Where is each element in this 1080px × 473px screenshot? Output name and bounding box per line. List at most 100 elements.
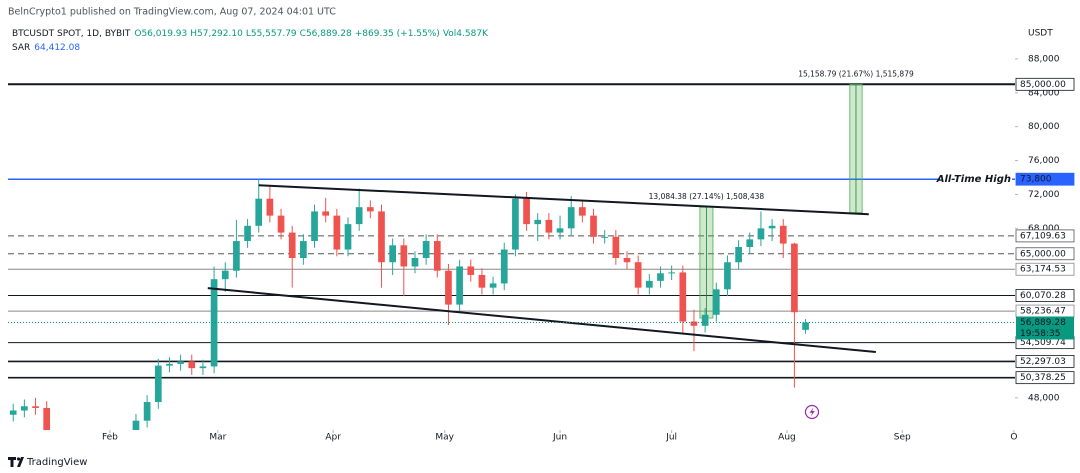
candle-body <box>32 406 39 408</box>
level-label: 58,236.47 <box>1020 307 1066 317</box>
candle-body <box>221 270 229 280</box>
y-tick-label: 68,000 <box>1028 224 1060 234</box>
candle-body <box>366 207 374 212</box>
candle-body <box>177 361 184 364</box>
candle-body <box>657 273 664 281</box>
candle-body <box>333 215 341 250</box>
candle-body <box>768 225 776 229</box>
level-label: 60,070.28 <box>1020 291 1066 301</box>
candle-body <box>534 219 542 225</box>
candle-body <box>277 215 285 233</box>
candle-body <box>433 241 441 271</box>
y-tick-label: 88,000 <box>1028 54 1060 64</box>
level-label: 63,174.53 <box>1020 265 1066 275</box>
ohlc-low: L55,557.79 <box>246 29 297 39</box>
candle-body <box>757 228 765 240</box>
candle-body <box>690 321 698 326</box>
level-annotation: All-Time High <box>936 174 1011 185</box>
candle-body <box>701 314 709 326</box>
x-tick-label: Mar <box>209 433 226 443</box>
x-tick-label: Aug <box>778 433 796 443</box>
level-label: 54,509.74 <box>1020 338 1066 348</box>
range-label: 15,158.79 (21.67%) 1,515,879 <box>798 69 914 78</box>
candle-body <box>266 198 274 216</box>
candle-body <box>154 365 162 403</box>
x-tick-label: May <box>435 433 454 443</box>
candle-body <box>411 258 419 267</box>
x-tick-label: Jul <box>665 433 677 443</box>
candle-body <box>791 243 798 313</box>
candle-body <box>255 198 263 226</box>
candle-body <box>623 258 631 263</box>
candle-body <box>545 219 553 233</box>
countdown: 19:58:35 <box>1020 329 1060 339</box>
level-label-box <box>1015 77 1075 91</box>
candle-body <box>311 211 318 242</box>
x-tick-label: Feb <box>102 433 118 443</box>
candle-body <box>456 266 463 305</box>
annotation-bg <box>940 172 1012 187</box>
level-label-box <box>1015 247 1075 261</box>
level-label-box <box>1015 262 1075 276</box>
level-label: 50,378.25 <box>1020 373 1066 383</box>
candle-body <box>601 236 609 238</box>
x-tick-label: Apr <box>325 433 341 443</box>
footer-logo: TradingView <box>8 457 87 468</box>
plot-pane <box>8 83 1015 430</box>
candle-body <box>355 207 363 225</box>
candle-body <box>478 274 486 288</box>
candle-body <box>746 239 754 247</box>
candle-body <box>802 322 809 330</box>
candle-body <box>612 236 620 259</box>
candle-body <box>288 232 296 259</box>
candle-body <box>21 406 28 411</box>
footer-brand: TradingView <box>26 457 87 468</box>
candle-body <box>322 211 330 216</box>
y-tick-label: 48,000 <box>1028 393 1060 403</box>
volume: Vol4.587K <box>443 29 489 39</box>
trendline <box>258 184 869 216</box>
last-price-label: 56,889.28 <box>1020 318 1066 328</box>
candle-body <box>590 215 597 237</box>
candle-body <box>489 283 497 288</box>
candle-body <box>579 207 586 216</box>
y-tick-label: 80,000 <box>1028 122 1060 132</box>
candle-body <box>210 279 218 367</box>
level-label-box <box>1015 289 1075 302</box>
x-tick-label: Jun <box>552 433 567 443</box>
last-price-box <box>1016 316 1074 340</box>
candle-body <box>668 272 675 274</box>
level-label-box <box>1015 371 1075 385</box>
candle-body <box>779 225 787 244</box>
level-label: 73,800 <box>1020 175 1052 185</box>
candle-body <box>500 249 508 284</box>
x-tick-label: Sep <box>894 433 911 443</box>
level-label: 65,000.00 <box>1020 249 1066 259</box>
candle-body <box>378 211 385 263</box>
candle-body <box>724 262 731 290</box>
event-icon <box>804 404 820 420</box>
candle-body <box>166 363 173 366</box>
currency: USDT <box>1028 29 1053 39</box>
change: +869.35 (+1.55%) <box>355 29 440 39</box>
publish-info: BelnCrypto1 published on TradingView.com… <box>8 7 336 18</box>
candle-body <box>344 224 352 250</box>
candle-body <box>400 245 408 267</box>
level-label: 85,000.00 <box>1020 80 1066 90</box>
x-tick-label: O <box>1010 433 1017 443</box>
y-tick-label: 84,000 <box>1028 88 1060 98</box>
y-tick-label: 76,000 <box>1028 156 1060 166</box>
level-label: 67,109.63 <box>1020 231 1066 241</box>
ohlc-high: H57,292.10 <box>190 29 243 39</box>
candle-body <box>679 272 687 322</box>
candle-body <box>735 246 742 263</box>
indicator-line: SAR 64,412.08 <box>12 43 80 53</box>
trendline <box>207 287 876 354</box>
ohlc-open: O56,019.93 <box>134 29 187 39</box>
candle-body <box>512 198 519 250</box>
ohlc-close: C56,889.28 <box>300 29 352 39</box>
candle-body <box>445 270 452 305</box>
level-label-box <box>1015 172 1075 186</box>
